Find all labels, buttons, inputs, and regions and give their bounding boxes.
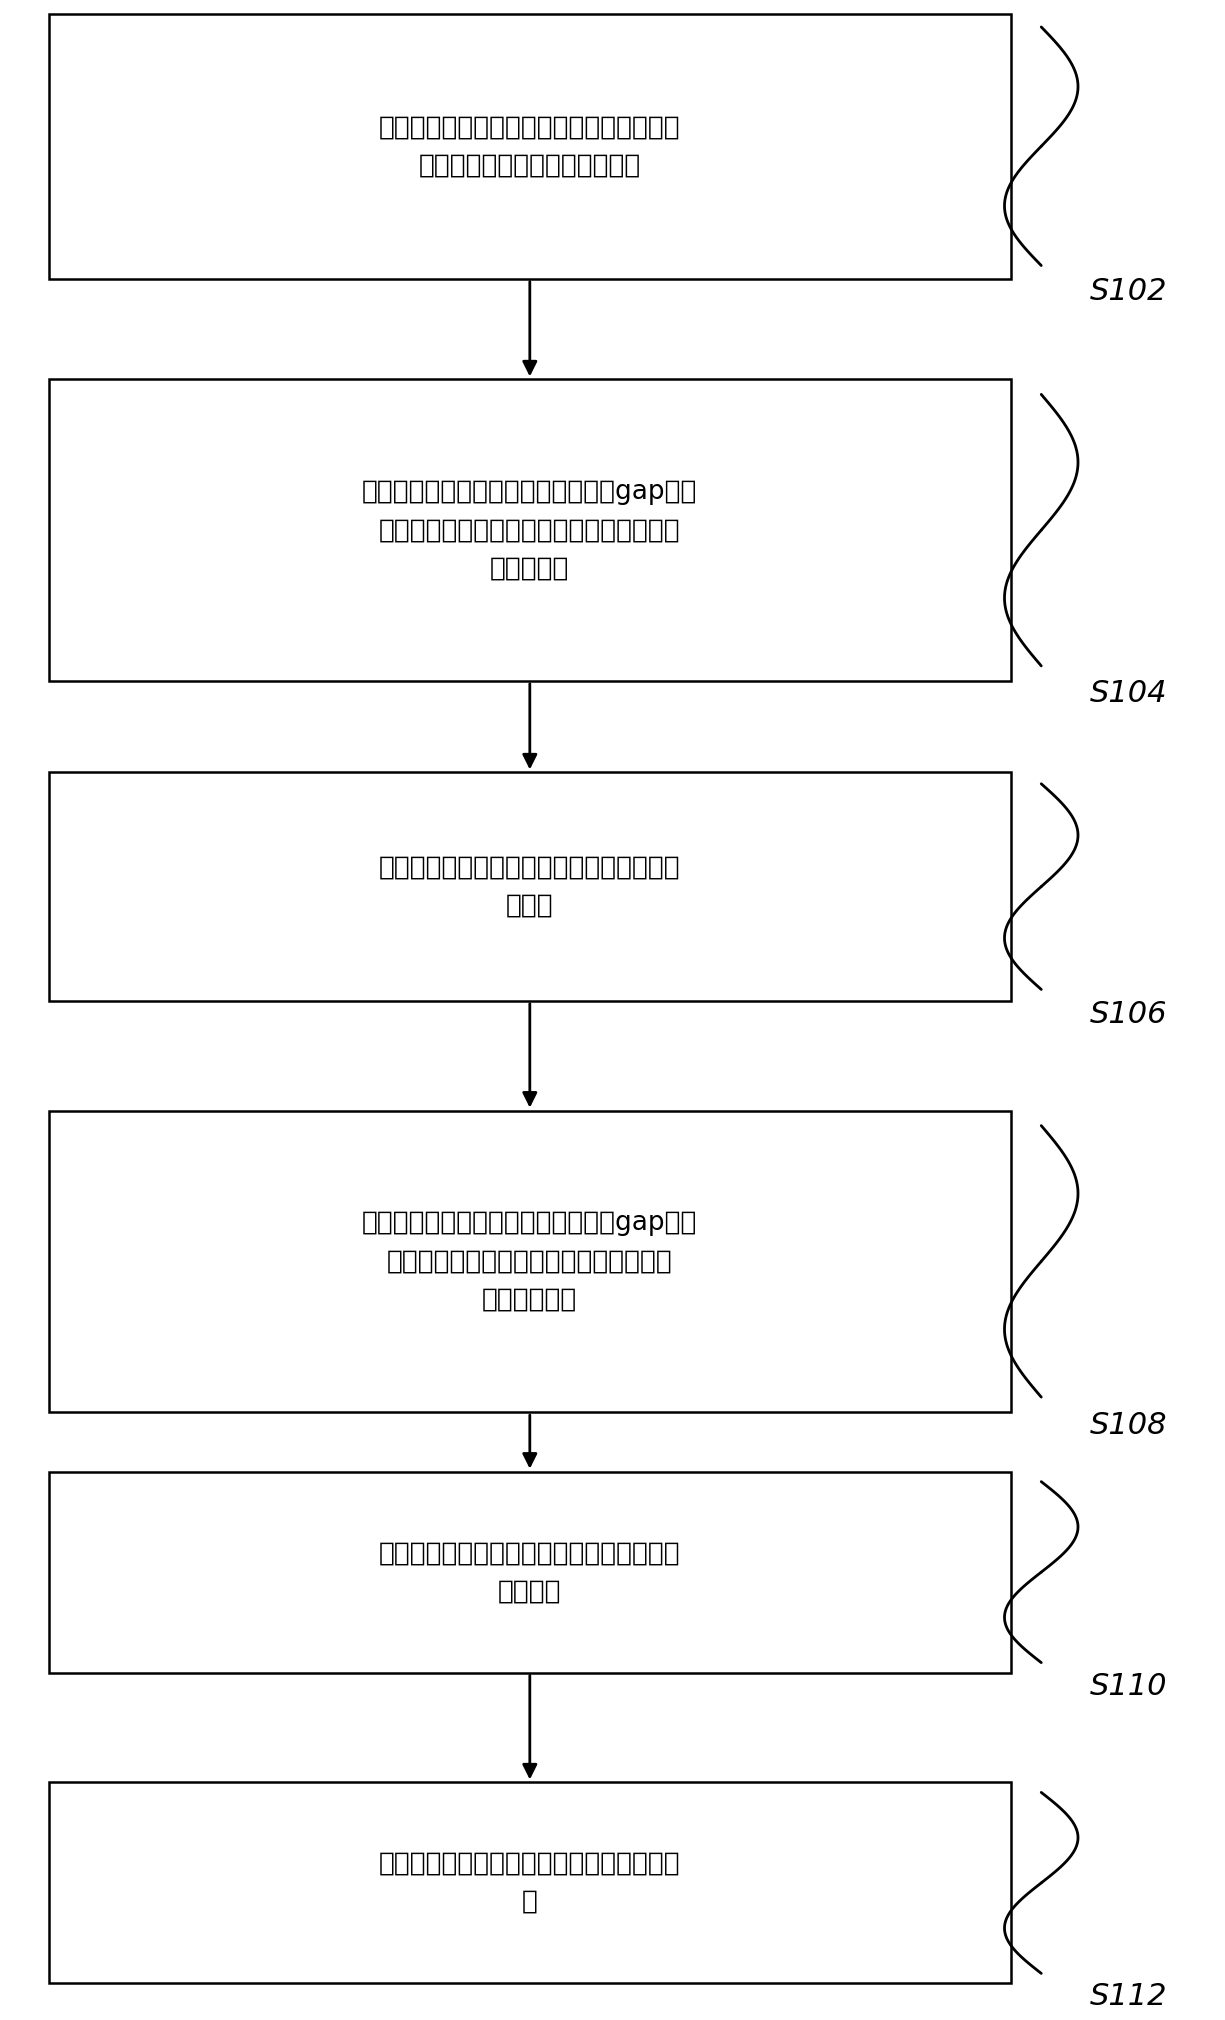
Bar xyxy=(49,1473,1011,1673)
Bar xyxy=(49,380,1011,681)
Text: 对第一提取结果进行精细比对，得到第二比
对结果: 对第一提取结果进行精细比对，得到第二比 对结果 xyxy=(379,854,681,919)
Text: 从第一比对结果中提取位于至少一个gap序列
一定范围内的子测序序列，得到至少一个第
一提取结果: 从第一比对结果中提取位于至少一个gap序列 一定范围内的子测序序列，得到至少一个… xyxy=(363,479,697,582)
Text: S104: S104 xyxy=(1090,679,1167,709)
Bar xyxy=(49,14,1011,279)
Text: S112: S112 xyxy=(1090,1982,1167,2012)
Text: S102: S102 xyxy=(1090,277,1167,307)
Text: 将至少一个第二提取结果进行组装，得到一
致性序列: 将至少一个第二提取结果进行组装，得到一 致性序列 xyxy=(379,1539,681,1604)
Text: S106: S106 xyxy=(1090,1000,1167,1028)
Bar xyxy=(49,1782,1011,1984)
Text: 对三代测序序列中包含的至少一个子测序序
列进行比对，得到第一比对结果: 对三代测序序列中包含的至少一个子测序序 列进行比对，得到第一比对结果 xyxy=(379,115,681,178)
Bar xyxy=(49,1111,1011,1412)
Text: S108: S108 xyxy=(1090,1410,1167,1440)
Bar xyxy=(49,772,1011,1000)
Text: 从第二比对结果中提取位于至少一个gap序列
一定范围内的子测序序列，得到至少一个
第二提取结果: 从第二比对结果中提取位于至少一个gap序列 一定范围内的子测序序列，得到至少一个… xyxy=(363,1210,697,1313)
Text: 使用一致性序列替换基因组草图中的原有序
列: 使用一致性序列替换基因组草图中的原有序 列 xyxy=(379,1850,681,1915)
Text: S110: S110 xyxy=(1090,1673,1167,1701)
